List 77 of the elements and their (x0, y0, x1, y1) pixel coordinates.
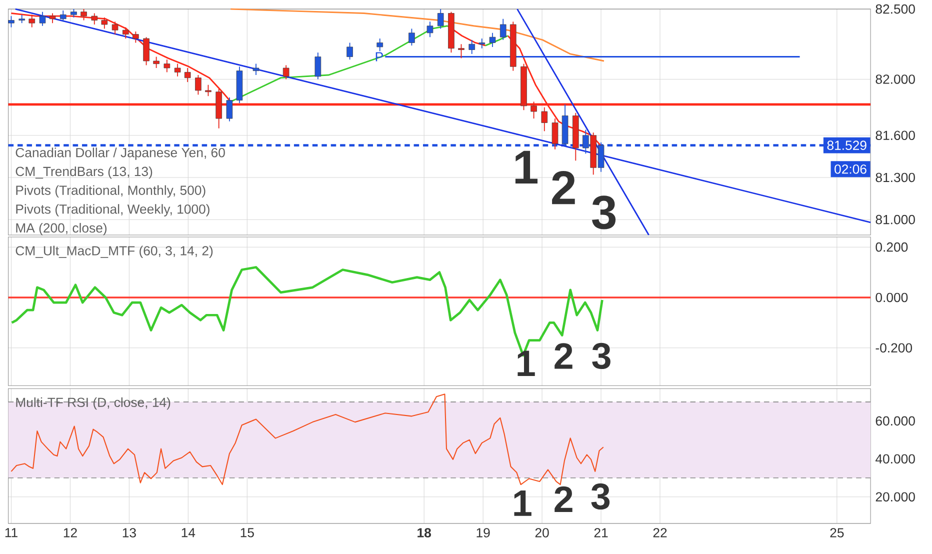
annotation: 1 (514, 490, 532, 516)
y-tick-label: -0.200 (876, 343, 912, 352)
y-tick-label: 81.300 (876, 172, 915, 182)
candlestick (91, 12, 98, 25)
text: CM_Ult_MacD_MTF (60, 3, 14, 2) (16, 246, 213, 258)
candlestick (184, 67, 191, 82)
x-tick-label: 20 (535, 528, 549, 538)
annotation: Pivots (Traditional, Weekly, 1000) (16, 204, 210, 216)
candlestick (174, 63, 181, 77)
text: Multi-TF RSI (D, close, 14) (16, 397, 170, 410)
line-series (230, 8, 605, 62)
annotation: 3 (592, 342, 610, 369)
candlestick (376, 38, 383, 52)
y-tick-label: 82.500 (876, 4, 915, 14)
candlestick (426, 21, 434, 38)
x-tick-label: 15 (240, 528, 254, 538)
x-tick-label: 13 (122, 528, 136, 538)
annotation: 02:06 (834, 164, 866, 174)
candlestick (112, 21, 118, 35)
annotation: 2 (554, 486, 572, 512)
candlestick (122, 26, 129, 39)
annotation: 3 (592, 196, 616, 230)
annotation: Pivots (Traditional, Monthly, 500) (16, 185, 206, 198)
candlestick (437, 8, 444, 30)
candlestick (143, 36, 150, 66)
candlestick (101, 16, 108, 30)
x-tick-label: 14 (182, 528, 196, 538)
annotation: MA (200, close) (16, 222, 107, 236)
x-tick-label: 11 (5, 528, 18, 538)
candlestick (530, 101, 537, 119)
candlestick (552, 118, 558, 150)
candlestick (478, 38, 486, 49)
y-tick-label: 0.200 (876, 242, 908, 252)
x-tick-label: 18 (418, 528, 431, 538)
candlestick (314, 52, 322, 80)
candlestick (205, 84, 212, 96)
candlestick (8, 16, 14, 28)
annotation: CM_TrendBars (13, 13) (16, 166, 152, 179)
y-tick-label: 81.000 (876, 214, 915, 224)
x-tick-label: 22 (653, 528, 667, 538)
y-tick-label: 40.000 (876, 454, 915, 464)
line-series (10, 394, 604, 485)
x-tick-label: 25 (830, 528, 844, 538)
annotation: 2 (552, 170, 575, 204)
candlestick (346, 42, 353, 60)
annotation: 3 (591, 483, 610, 510)
text: Canadian Dollar / Japanese Yen, 60 (16, 148, 225, 160)
candlestick (282, 64, 290, 80)
y-tick-label: 0.000 (876, 292, 908, 302)
ref-line-label: 81.529 (827, 140, 866, 150)
x-tick-label: 21 (594, 528, 608, 538)
candlestick (153, 56, 160, 68)
candlestick (226, 96, 233, 122)
candlestick (489, 32, 496, 48)
y-tick-label: 81.600 (876, 130, 915, 140)
candlestick (28, 14, 36, 28)
candlestick (408, 28, 415, 46)
annotation: 1 (518, 350, 535, 376)
x-tick-label: 12 (64, 528, 77, 538)
candlestick (458, 44, 464, 59)
candlestick (39, 11, 46, 26)
candlestick (132, 30, 139, 44)
candlestick (252, 63, 260, 76)
candlestick (164, 59, 170, 73)
y-tick-label: 82.000 (876, 74, 915, 84)
candlestick (468, 39, 476, 54)
candlestick (195, 74, 202, 96)
y-tick-label: 20.000 (876, 492, 915, 502)
x-tick-label: 19 (476, 528, 490, 538)
y-tick-label: 60.000 (876, 416, 915, 426)
candlestick (541, 106, 548, 132)
candlestick (500, 18, 506, 40)
annotation: 1 (515, 150, 538, 184)
candlestick (60, 10, 66, 22)
candlestick (80, 8, 87, 21)
annotation: 2 (554, 343, 572, 369)
candlestick (49, 12, 56, 24)
